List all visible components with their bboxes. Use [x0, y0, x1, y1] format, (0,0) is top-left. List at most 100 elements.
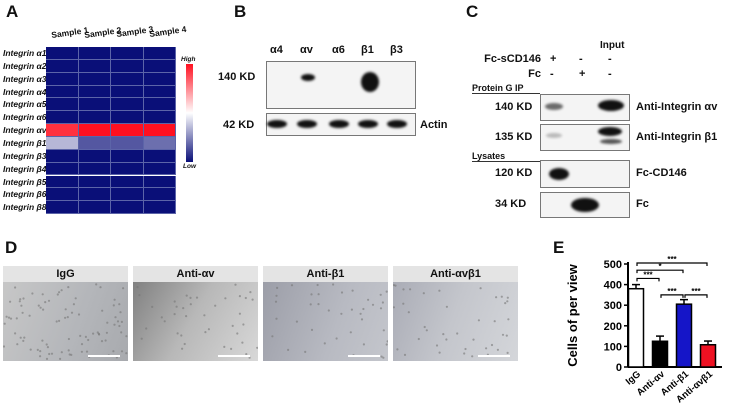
- micrograph: Anti-β1: [263, 266, 388, 361]
- lane-label: αv: [300, 44, 313, 56]
- micrograph: Anti-αv: [133, 266, 258, 361]
- band-av: [301, 74, 315, 81]
- heatmap-cell: [79, 176, 112, 189]
- panel-label-b: B: [234, 2, 246, 22]
- band-actin: [329, 120, 349, 128]
- scale-bar: [218, 355, 250, 357]
- heatmap-cell: [144, 188, 177, 201]
- section-protein-g-ip: Protein G IP: [472, 83, 540, 94]
- band-actin: [387, 120, 407, 128]
- kd-label: 140 KD: [218, 71, 255, 83]
- condition-mark: +: [579, 68, 585, 80]
- heatmap-cell: [111, 163, 144, 176]
- heatmap-cell: [111, 137, 144, 150]
- blot-integrin: [266, 61, 416, 109]
- heatmap-cell: [79, 60, 112, 73]
- heatmap-cell: [111, 98, 144, 111]
- scale-bar: [348, 355, 380, 357]
- antibody-label: Anti-Integrin αv: [636, 101, 717, 113]
- heatmap-cell: [144, 137, 177, 150]
- integrin-row-label: Integrin α2: [3, 61, 47, 71]
- blot-band: [600, 139, 622, 144]
- integrin-row-label: Integrin αv: [3, 125, 47, 135]
- integrin-row-label: Integrin β5: [3, 177, 47, 187]
- condition-mark: +: [550, 53, 556, 65]
- condition-mark: -: [579, 53, 583, 65]
- band-actin: [358, 120, 378, 128]
- heatmap-cell: [111, 60, 144, 73]
- lane-label: β1: [361, 44, 374, 56]
- lane-label: α4: [270, 44, 283, 56]
- bar-chart: 0100200300400500Cells of per viewIgGAnti…: [560, 250, 731, 413]
- condition-label: Fc: [528, 68, 541, 80]
- heatmap-cell: [46, 163, 79, 176]
- heatmap-cell: [79, 86, 112, 99]
- heatmap-cell: [79, 111, 112, 124]
- heatmap-cell: [144, 111, 177, 124]
- integrin-row-label: Integrin β8: [3, 202, 47, 212]
- heatmap-cell: [144, 47, 177, 60]
- blot-band: [549, 168, 569, 180]
- micrograph: IgG: [3, 266, 128, 361]
- sample-column-label: Sample 4: [148, 23, 186, 38]
- antibody-label: Fc-CD146: [636, 167, 687, 179]
- y-tick-label: 500: [604, 259, 622, 271]
- heatmap-cell: [144, 163, 177, 176]
- blot-band: [598, 127, 622, 136]
- blot-band: [546, 133, 562, 138]
- panel-label-c: C: [466, 2, 478, 22]
- antibody-label: Anti-Integrin β1: [636, 131, 717, 143]
- heatmap-cell: [46, 176, 79, 189]
- micrograph-title: Anti-β1: [263, 266, 388, 282]
- bar: [629, 289, 644, 367]
- heatmap-cell: [79, 98, 112, 111]
- kd-label: 140 KD: [495, 101, 532, 113]
- band-actin: [297, 120, 317, 128]
- blot-label: Actin: [420, 119, 448, 131]
- bar: [701, 345, 716, 367]
- heatmap-cell: [111, 73, 144, 86]
- heatmap-cell: [46, 137, 79, 150]
- heatmap-cell: [111, 176, 144, 189]
- blot-band: [545, 103, 563, 110]
- heatmap-cell: [111, 201, 144, 214]
- heatmap-cell: [144, 124, 177, 137]
- heatmap-cell: [46, 47, 79, 60]
- scale-low-label: Low: [183, 163, 196, 170]
- heatmap-cell: [144, 60, 177, 73]
- integrin-row-label: Integrin α5: [3, 99, 47, 109]
- scale-high-label: High: [181, 56, 195, 63]
- significance-label: ***: [667, 287, 677, 296]
- y-tick-label: 300: [604, 300, 622, 312]
- band-actin: [267, 120, 287, 128]
- heatmap-cell: [46, 60, 79, 73]
- bar: [677, 304, 692, 367]
- heatmap-cell: [46, 150, 79, 163]
- heatmap-cell: [79, 150, 112, 163]
- micrograph-title: Anti-αv: [133, 266, 258, 282]
- y-tick-label: 200: [604, 321, 622, 333]
- blot-band: [598, 100, 624, 111]
- scale-bar: [478, 355, 510, 357]
- antibody-label: Fc: [636, 198, 649, 210]
- condition-label: Fc-sCD146: [484, 53, 541, 65]
- kd-label: 42 KD: [223, 119, 254, 131]
- integrin-row-label: Integrin α6: [3, 112, 47, 122]
- heatmap-cell: [79, 47, 112, 60]
- integrin-row-label: Integrin β4: [3, 164, 47, 174]
- kd-label: 120 KD: [495, 167, 532, 179]
- significance-label: ***: [691, 287, 701, 296]
- heatmap-cell: [46, 86, 79, 99]
- heatmap-cell: [46, 98, 79, 111]
- heatmap-cell: [46, 201, 79, 214]
- heatmap-cell: [144, 98, 177, 111]
- heatmap-cell: [79, 73, 112, 86]
- heatmap-cell: [111, 86, 144, 99]
- integrin-row-label: Integrin α1: [3, 48, 47, 58]
- micrograph-title: IgG: [3, 266, 128, 282]
- integrin-row-label: Integrin β6: [3, 189, 47, 199]
- heatmap-cell: [79, 188, 112, 201]
- integrin-row-label: Integrin β3: [3, 151, 47, 161]
- y-tick-label: 0: [616, 362, 622, 374]
